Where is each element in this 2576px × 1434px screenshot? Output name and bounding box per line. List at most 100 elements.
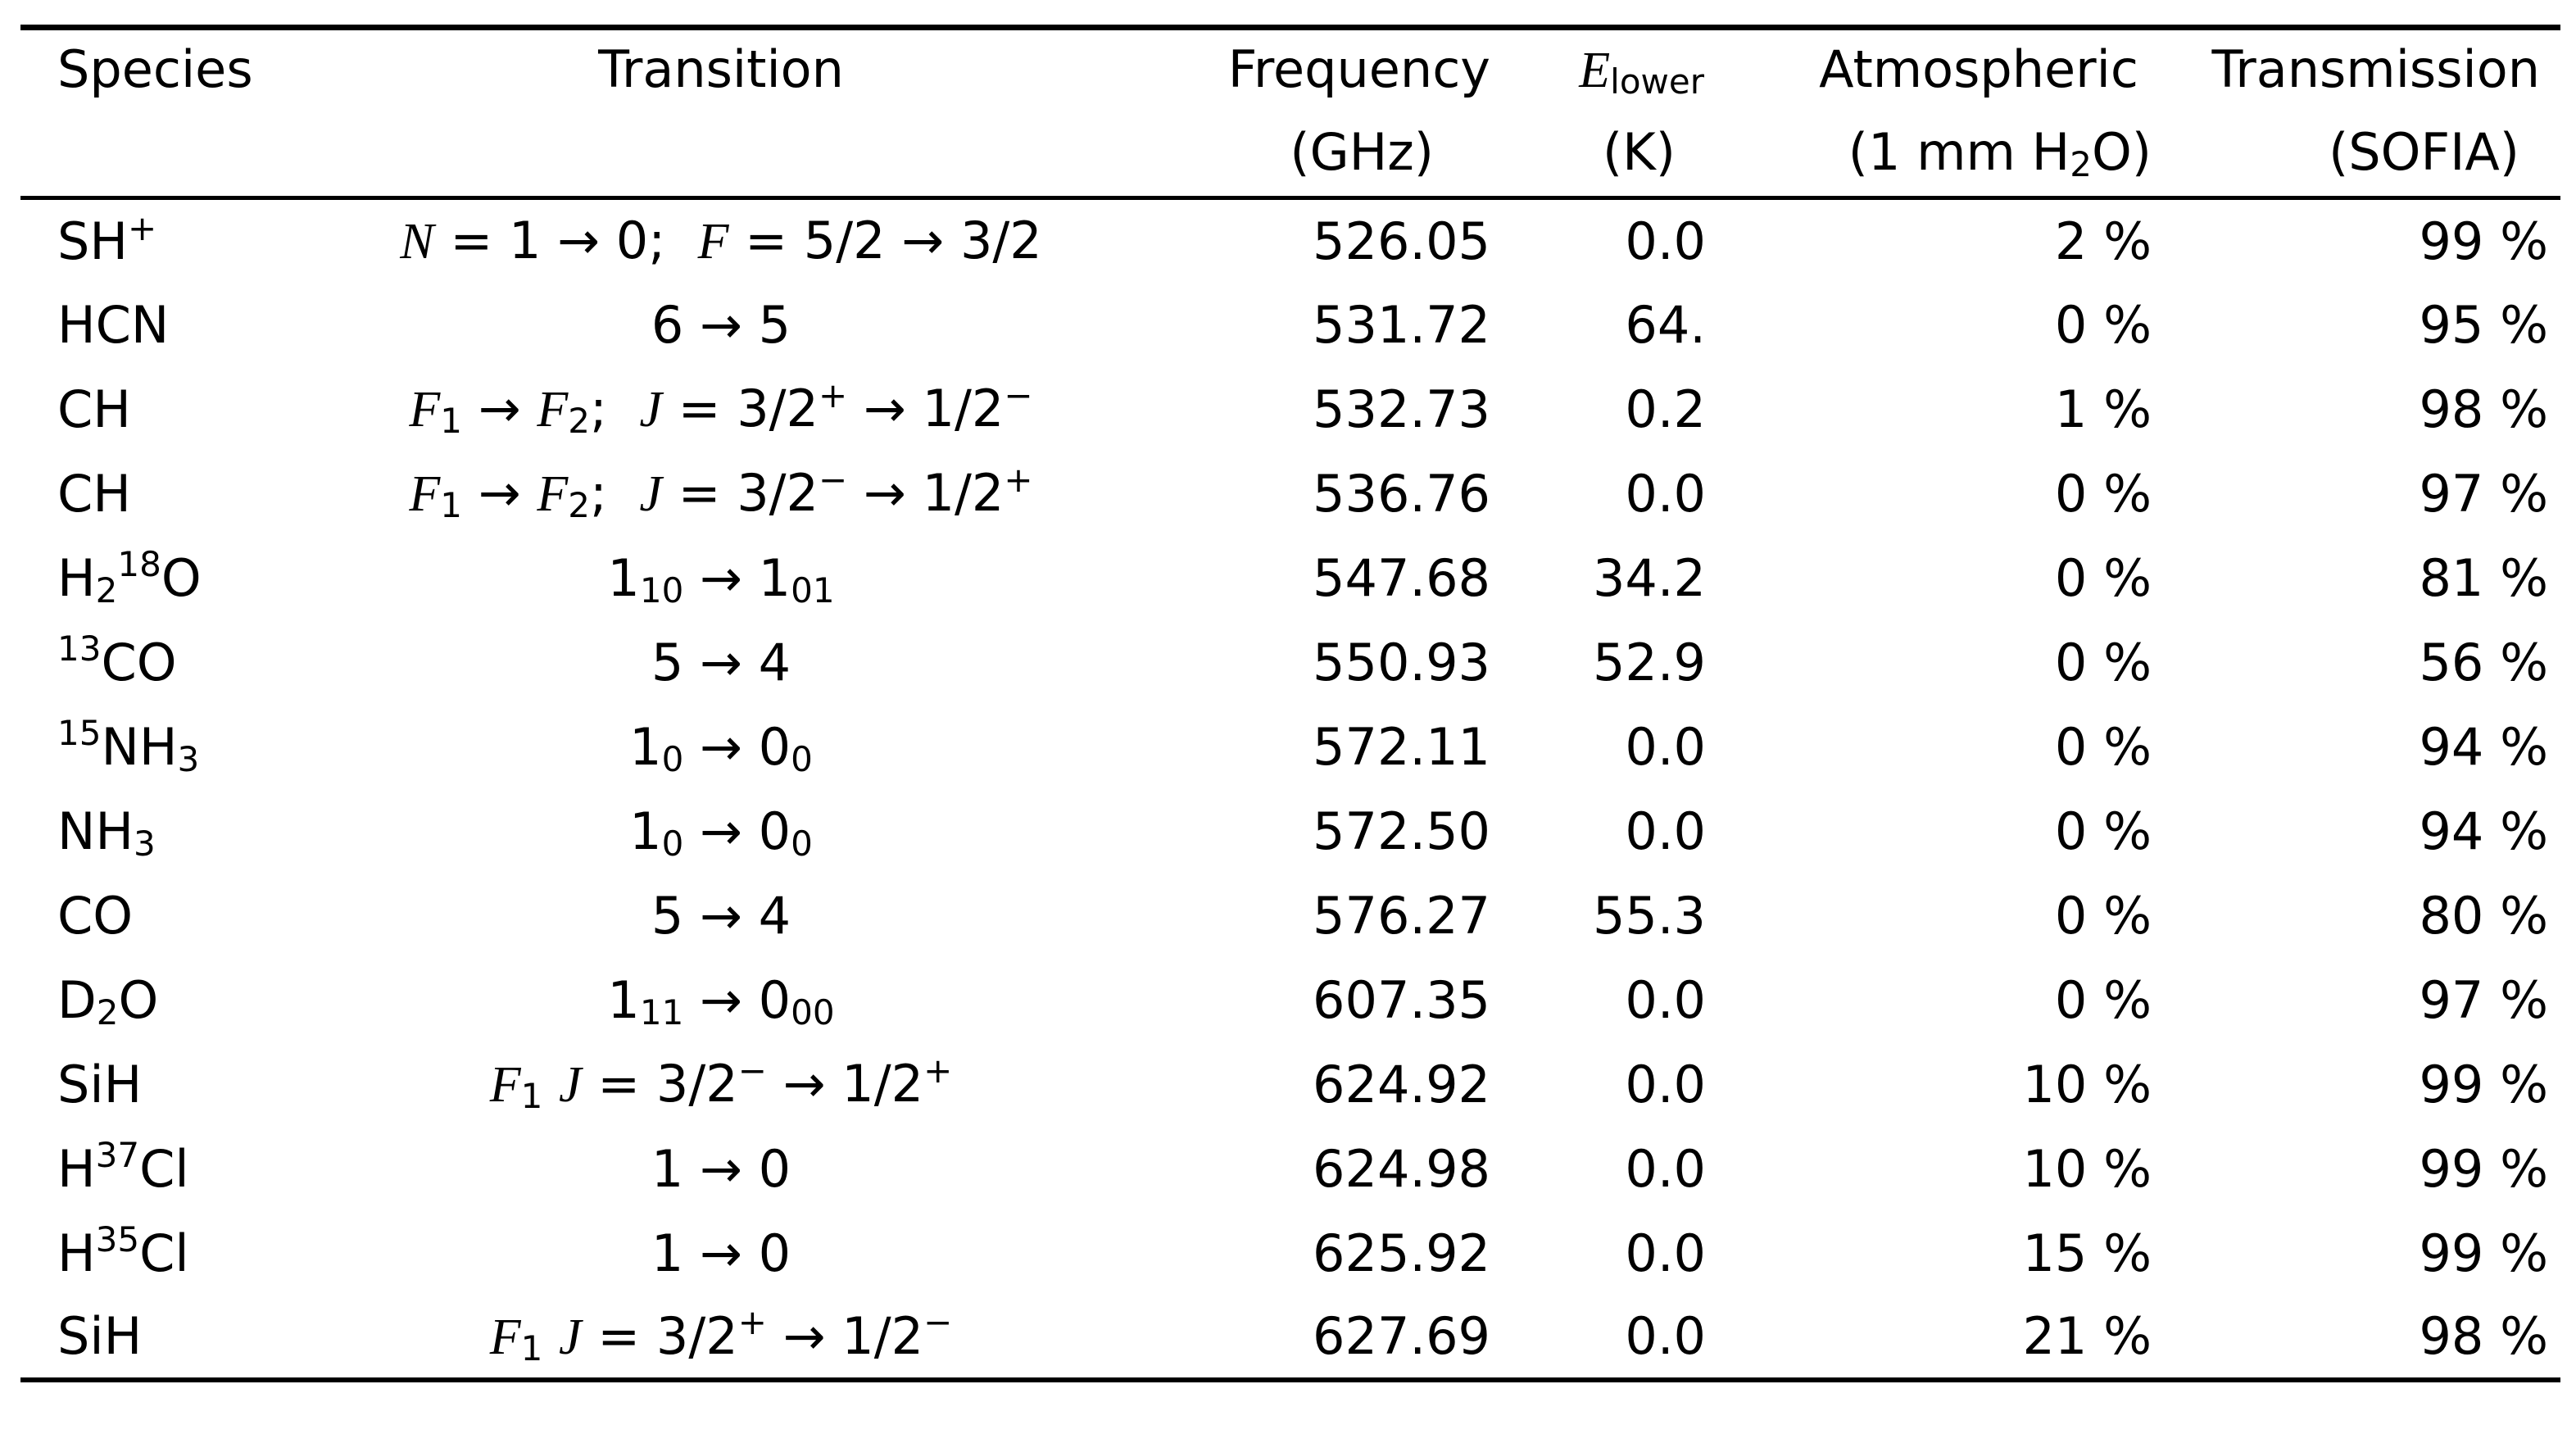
text-segment: O — [118, 969, 159, 1030]
cell-transmission: 56 % — [2419, 632, 2548, 692]
cell-atmospheric: 0 % — [2054, 969, 2152, 1030]
cell-atmospheric: 21 % — [2022, 1306, 2152, 1366]
cell-frequency: 624.98 — [1313, 1138, 1490, 1199]
cell-frequency: 550.93 — [1313, 632, 1490, 692]
text-segment: ; — [590, 379, 640, 438]
text-segment: SiH — [57, 1054, 143, 1114]
text-segment: CO — [57, 885, 134, 946]
math-italic-segment: E — [1579, 42, 1611, 98]
column-header-transmission: Transmission — [2155, 28, 2560, 109]
cell-species: D2O — [20, 958, 328, 1042]
cell-transition: F1 → F2; J = 3/2+ → 1/2− — [328, 367, 1114, 452]
math-italic-segment: J — [559, 1309, 582, 1365]
subscript: 0 — [661, 738, 684, 779]
table-row: NH3 10 → 00 572.50 0.0 0 % 94 % — [20, 789, 2560, 874]
subscript: 1 — [440, 401, 463, 442]
subscript: 0 — [661, 823, 684, 864]
subscript: 3 — [134, 823, 156, 864]
text-segment: NH — [57, 801, 134, 861]
header-units-row: (GHz) (K) (1 mm H2O) (SOFIA) — [20, 108, 2560, 198]
cell-species: 15NH3 — [20, 705, 328, 789]
subscript: 00 — [791, 992, 835, 1032]
column-unit-transmission: (SOFIA) — [2155, 108, 2560, 198]
table-body: SH+ N = 1 → 0; F = 5/2 → 3/2 526.05 0.0 2 % 9… — [20, 198, 2560, 1380]
cell-frequency: 572.11 — [1313, 716, 1490, 777]
cell-atmospheric: 1 % — [2054, 379, 2152, 439]
cell-transition: 5 → 4 — [328, 874, 1114, 958]
table-row: SiH F1 J = 3/2+ → 1/2− 627.69 0.0 21 % 98 % — [20, 1296, 2560, 1380]
cell-transition: N = 1 → 0; F = 5/2 → 3/2 — [328, 198, 1114, 283]
math-italic-segment: F — [489, 1057, 521, 1113]
text-segment: → 1/2 — [766, 1054, 924, 1114]
cell-frequency: 576.27 — [1313, 885, 1490, 946]
text-segment: (GHz) — [1290, 122, 1434, 182]
math-italic-segment: J — [639, 382, 662, 438]
cell-atmospheric: 0 % — [2054, 547, 2152, 608]
table-row: D2O 111 → 000 607.35 0.0 0 % 97 % — [20, 958, 2560, 1042]
math-italic-segment: J — [639, 466, 662, 522]
cell-e_lower: 52.9 — [1592, 632, 1706, 692]
text-segment: → 0 — [683, 716, 791, 777]
text-segment: CH — [57, 379, 131, 439]
superscript: − — [923, 1302, 953, 1343]
text-segment: 6 → 5 — [651, 294, 791, 355]
text-segment: HCN — [57, 294, 170, 355]
spectral-lines-table: Species Transition Frequency Elower Atmo… — [20, 25, 2560, 1382]
cell-transmission: 99 % — [2419, 1138, 2548, 1199]
cell-frequency: 625.92 — [1313, 1223, 1490, 1283]
superscript: + — [1004, 459, 1033, 500]
text-segment: = 3/2 — [661, 379, 819, 438]
cell-frequency: 624.92 — [1313, 1054, 1490, 1114]
cell-species: 13CO — [20, 620, 328, 705]
text-segment: ; — [590, 463, 640, 523]
subscript: 1 — [440, 485, 463, 526]
cell-e_lower: 0.0 — [1625, 1223, 1706, 1283]
cell-transition: 110 → 101 — [328, 536, 1114, 620]
cell-atmospheric: 10 % — [2022, 1054, 2152, 1114]
subscript: 1 — [520, 1076, 543, 1117]
cell-e_lower: 0.0 — [1625, 211, 1706, 271]
cell-atmospheric: 15 % — [2022, 1223, 2152, 1283]
text-segment: O — [161, 547, 202, 608]
table-row: 15NH3 10 → 00 572.11 0.0 0 % 94 % — [20, 705, 2560, 789]
table-row: H35Cl 1 → 0 625.92 0.0 15 % 99 % — [20, 1211, 2560, 1296]
text-segment: Species — [57, 39, 253, 99]
subscript: 3 — [177, 738, 200, 779]
text-segment: Transition — [598, 39, 844, 99]
text-segment: 1 → 0 — [651, 1138, 791, 1199]
text-segment: (K) — [1602, 122, 1676, 182]
superscript: + — [923, 1050, 953, 1091]
cell-e_lower: 0.0 — [1625, 463, 1706, 524]
cell-species: HCN — [20, 283, 328, 367]
cell-transmission: 80 % — [2419, 885, 2548, 946]
superscript: 15 — [57, 713, 102, 754]
cell-e_lower: 0.0 — [1625, 801, 1706, 861]
column-unit-atmospheric: (1 mm H2O) — [1712, 108, 2155, 198]
subscript: 1 — [520, 1327, 543, 1368]
text-segment: = 3/2 — [661, 463, 819, 523]
cell-e_lower: 0.0 — [1625, 969, 1706, 1030]
superscript: + — [737, 1302, 767, 1343]
superscript: − — [819, 459, 848, 500]
text-segment: Atmospheric — [1819, 39, 2138, 99]
superscript: + — [819, 374, 848, 415]
cell-atmospheric: 0 % — [2054, 801, 2152, 861]
cell-frequency: 607.35 — [1313, 969, 1490, 1030]
superscript: 18 — [117, 544, 161, 585]
cell-e_lower: 0.0 — [1625, 1054, 1706, 1114]
cell-frequency: 572.50 — [1313, 801, 1490, 861]
cell-species: H218O — [20, 536, 328, 620]
cell-transition: 1 → 0 — [328, 1127, 1114, 1211]
text-segment: 1 — [629, 801, 662, 861]
cell-transition: 10 → 00 — [328, 789, 1114, 874]
cell-transmission: 81 % — [2419, 547, 2548, 608]
text-segment: O) — [2092, 122, 2152, 182]
cell-atmospheric: 0 % — [2054, 885, 2152, 946]
subscript: 2 — [568, 401, 591, 442]
column-unit-species — [20, 108, 328, 198]
cell-transition: F1 J = 3/2+ → 1/2− — [328, 1296, 1114, 1380]
text-segment: CH — [57, 463, 131, 524]
subscript: 10 — [639, 570, 684, 610]
text-segment: 5 → 4 — [651, 632, 791, 692]
column-header-frequency: Frequency — [1114, 28, 1495, 109]
